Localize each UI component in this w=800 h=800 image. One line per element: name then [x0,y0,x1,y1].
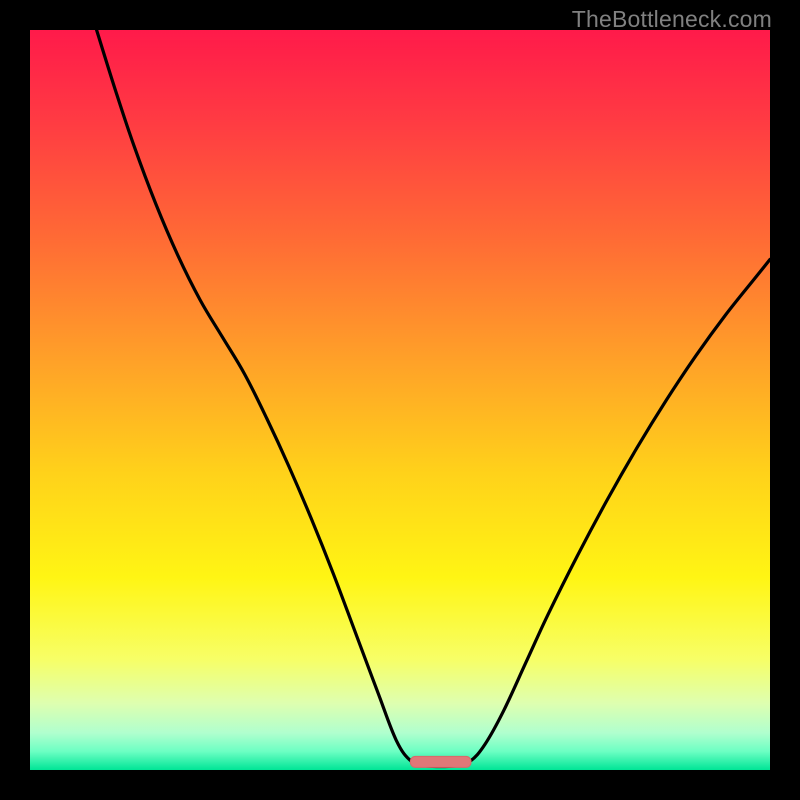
watermark-text: TheBottleneck.com [572,6,772,33]
bottleneck-curve [30,30,770,770]
chart-frame: TheBottleneck.com [0,0,800,800]
curve-path [97,30,770,767]
optimal-marker [410,756,471,767]
plot-area [30,30,770,770]
